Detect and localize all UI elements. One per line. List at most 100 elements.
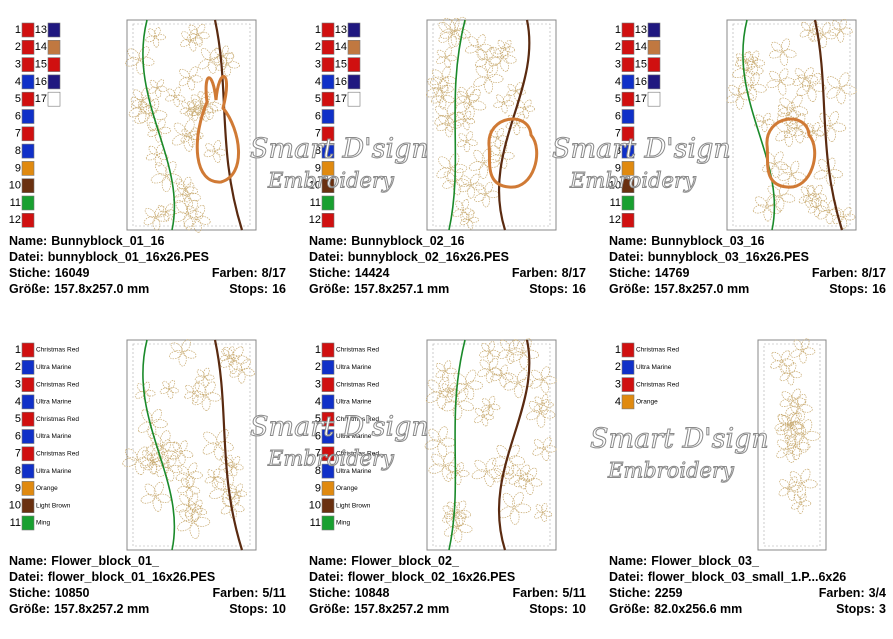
design-preview (122, 339, 257, 551)
thread-swatch (621, 57, 635, 72)
petal (436, 363, 446, 372)
petal (152, 37, 160, 48)
petal (453, 511, 467, 520)
petal (186, 205, 198, 219)
info-line: Stiche: 10850 (9, 586, 89, 600)
petal (796, 442, 811, 451)
petal (170, 451, 182, 461)
petal (819, 112, 832, 127)
petal (220, 505, 233, 515)
info-line: Stops: 16 (829, 282, 886, 296)
flower-doodle (826, 72, 857, 105)
petal (221, 497, 233, 508)
info-label: Datei: (9, 250, 44, 264)
petal (477, 368, 490, 377)
petal (464, 117, 476, 125)
thread-number: 9 (615, 162, 621, 174)
preview-outline (132, 343, 251, 547)
petal (797, 74, 811, 87)
petal (504, 459, 515, 476)
petal (512, 491, 524, 508)
petal (788, 109, 798, 125)
info-value: 157.8x257.2 mm (354, 602, 449, 616)
flower-doodle (435, 360, 457, 383)
petal (178, 352, 187, 367)
thread-swatch (321, 126, 335, 142)
petal (186, 108, 193, 119)
info-label: Stiche: (9, 266, 51, 280)
petal (503, 472, 514, 480)
flower-doodle (465, 34, 493, 61)
petal (500, 43, 511, 58)
thread-swatch (21, 109, 35, 124)
thread-swatch (321, 22, 335, 38)
petal (499, 57, 509, 72)
petal (179, 440, 188, 453)
petal (838, 72, 850, 88)
petal (802, 479, 818, 489)
petal (487, 405, 494, 417)
petal (477, 49, 489, 61)
thread-swatch (621, 39, 635, 55)
thread-name: Christmas Red (336, 381, 379, 388)
flower-doodle (777, 94, 809, 125)
petal (436, 392, 447, 410)
petal (159, 430, 171, 447)
info-line: Stiche: 10848 (309, 586, 389, 600)
petal (813, 130, 825, 137)
petal (203, 431, 218, 445)
petal (487, 341, 495, 352)
green-border (448, 19, 466, 231)
petal (442, 95, 455, 103)
petal (514, 383, 523, 399)
petal (438, 76, 449, 90)
thread-number: 1 (315, 24, 321, 36)
petal (196, 369, 205, 378)
thread-swatch (621, 359, 635, 375)
petal (544, 445, 557, 453)
thread-number: 16 (635, 76, 647, 88)
petal (766, 79, 781, 89)
thread-swatch (21, 22, 35, 38)
petal (467, 219, 474, 230)
flower-doodle (202, 429, 234, 461)
petal (187, 130, 204, 141)
petal (179, 68, 191, 79)
petal (456, 90, 471, 104)
petal (791, 388, 801, 401)
petal (794, 128, 804, 144)
info-value: Bunnyblock_02_16 (351, 234, 464, 248)
thread-swatch (321, 57, 335, 72)
petal (781, 358, 795, 366)
thread-number: 3 (615, 59, 621, 71)
petal (428, 463, 444, 474)
petal (511, 464, 522, 477)
thread-name: Christmas Red (336, 451, 379, 458)
flower-doodle (526, 398, 556, 428)
petal (470, 173, 480, 186)
petal (122, 457, 138, 467)
petal (134, 460, 145, 476)
petal (448, 153, 460, 169)
petal (214, 47, 224, 57)
flower-doodle (488, 43, 517, 72)
petal (536, 413, 546, 428)
petal (197, 31, 210, 39)
petal (502, 94, 511, 104)
petal (206, 392, 222, 402)
petal (446, 392, 453, 403)
petal (780, 193, 796, 203)
petal (798, 435, 809, 453)
petal (220, 354, 230, 362)
thread-number: 13 (335, 24, 347, 36)
petal (189, 28, 198, 40)
petal (430, 95, 443, 104)
thread-number: 5 (615, 93, 621, 105)
thread-number: 3 (15, 379, 21, 391)
petal (202, 442, 218, 455)
flower-doodle (220, 346, 240, 366)
info-value: Flower_block_01_ (51, 554, 160, 568)
flower-doodle (474, 406, 494, 427)
petal (193, 517, 211, 527)
